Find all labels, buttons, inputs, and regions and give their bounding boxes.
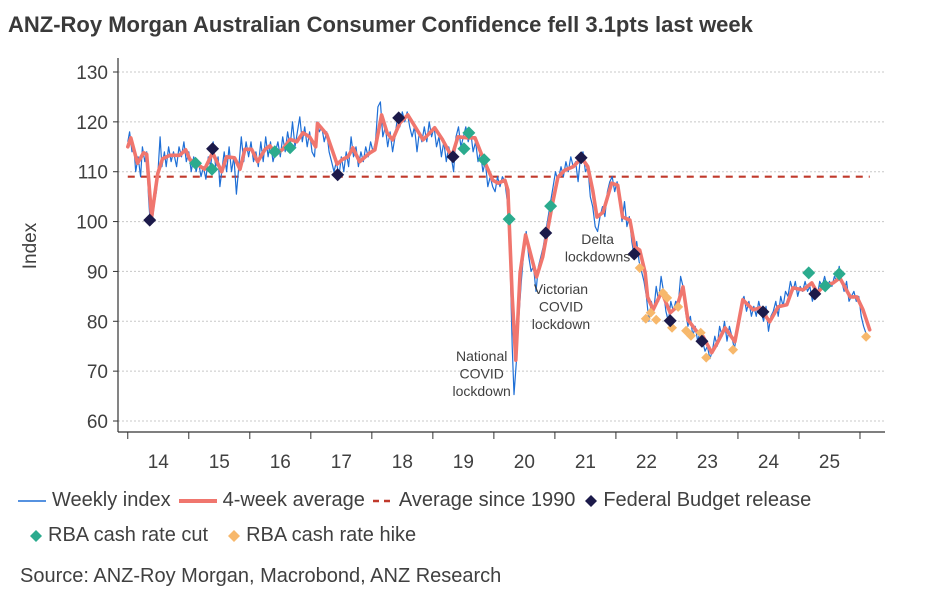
federal-budget-marker [574, 151, 588, 165]
legend-label: Federal Budget release [603, 489, 812, 511]
rba-hike-marker [662, 292, 673, 303]
4-week-average-line [126, 113, 872, 363]
rba-hike-marker [673, 301, 684, 312]
rba-hike-marker [640, 313, 651, 324]
federal-budget-marker [539, 226, 553, 240]
legend-label: Average since 1990 [398, 489, 576, 511]
x-tick-label: 15 [209, 452, 230, 473]
rba-cut-marker [268, 145, 282, 159]
event-markers [143, 111, 872, 363]
rba-hike-marker [701, 352, 712, 363]
y-tick-label: 80 [87, 312, 108, 333]
federal-budget-marker [143, 213, 157, 227]
legend-avg-line-icon [178, 498, 217, 503]
legend-label: RBA cash rate cut [48, 524, 209, 546]
y-tick-label: 90 [87, 262, 108, 283]
rba-hike-marker [634, 262, 645, 273]
rba-cut-marker [462, 126, 476, 140]
federal-budget-marker [663, 314, 677, 328]
annotation-line: National [456, 348, 507, 364]
x-tick-label: 23 [697, 452, 718, 473]
rba-cut-marker [832, 267, 846, 281]
axes: 60 70 80 90 100 110 120 130 14 15 16 17 18 19 20 21 22 23… [76, 58, 885, 473]
rba-hike-marker [685, 330, 696, 341]
y-tick-label: 70 [87, 362, 108, 383]
source-note: Source: ANZ-Roy Morgan, Macrobond, ANZ R… [20, 565, 502, 587]
rba-cut-marker [818, 279, 832, 293]
x-tick-label: 21 [575, 452, 596, 473]
y-tick-label: 130 [76, 63, 108, 84]
rba-cut-marker [477, 153, 491, 167]
legend-federal-budget: Federal Budget release [583, 489, 811, 512]
rba-cut-marker [205, 162, 219, 176]
federal-budget-marker [808, 287, 822, 301]
annotation-label: Victorian COVID lockdown [532, 281, 590, 332]
annotation-line: Victorian [534, 281, 588, 297]
legend-weekly-line-icon [18, 499, 46, 502]
legend-4-week-average: 4-week average [178, 489, 365, 512]
rba-cut-marker [502, 212, 516, 226]
federal-budget-marker [756, 305, 770, 319]
y-tick-label: 60 [87, 412, 108, 433]
rba-hike-marker [861, 331, 872, 342]
annotation-line: lockdowns [565, 249, 630, 265]
legend-rba-cut: RBA cash rate cut [28, 524, 208, 547]
rba-cut-marker [283, 141, 297, 155]
x-tick-label: 14 [148, 452, 170, 473]
legend-average-since-1990: Average since 1990 [372, 489, 576, 512]
legend-row-2: RBA cash rate cut RBA cash rate hike [28, 524, 424, 547]
x-tick-label: 18 [392, 452, 413, 473]
annotation-line: lockdown [532, 316, 590, 332]
rba-hike-marker [645, 307, 656, 318]
legend-label: RBA cash rate hike [246, 524, 417, 546]
federal-budget-marker [331, 168, 345, 182]
rba-hike-marker [728, 344, 739, 355]
annotation-line: COVID [539, 298, 583, 314]
x-tick-label: 19 [453, 452, 474, 473]
legend-orange-diamond-icon [228, 529, 241, 542]
annotation-label: Delta lockdowns [565, 231, 630, 265]
legend-row-1: Weekly index 4-week average Average sinc… [18, 489, 819, 512]
x-tick-label: 22 [636, 452, 657, 473]
federal-budget-marker [392, 111, 406, 125]
rba-cut-marker [544, 199, 558, 213]
rba-cut-marker [802, 266, 816, 280]
legend-label: Weekly index [52, 489, 171, 511]
rba-hike-marker [651, 314, 662, 325]
legend-navy-diamond-icon [585, 494, 598, 507]
annotation-label: National COVID lockdown [452, 348, 510, 399]
x-tick-label: 17 [331, 452, 352, 473]
federal-budget-marker [446, 150, 460, 164]
legend-green-diamond-icon [30, 529, 42, 542]
x-tick-label: 25 [819, 452, 840, 473]
legend-label: 4-week average [222, 489, 365, 511]
x-tick-label: 24 [758, 452, 780, 473]
x-tick-label: 16 [270, 452, 291, 473]
federal-budget-marker [695, 334, 709, 348]
series-lines [126, 101, 872, 396]
y-tick-label: 120 [76, 113, 108, 134]
annotation-line: COVID [459, 366, 503, 382]
annotation-line: Delta [581, 231, 614, 247]
x-tick-label: 20 [514, 452, 535, 473]
rba-cut-marker [457, 142, 471, 156]
y-tick-label: 110 [78, 163, 108, 184]
chart-title: ANZ-Roy Morgan Australian Consumer Confi… [8, 12, 753, 37]
rba-hike-marker [695, 327, 706, 338]
y-tick-label: 100 [76, 213, 108, 234]
legend-weekly-index: Weekly index [18, 489, 171, 512]
legend-dashed-line-icon [372, 499, 393, 502]
y-axis-label: Index [20, 222, 41, 269]
federal-budget-marker [206, 142, 220, 156]
rba-cut-marker [188, 156, 202, 170]
annotation-line: lockdown [452, 383, 510, 399]
legend-rba-hike: RBA cash rate hike [226, 524, 416, 547]
federal-budget-marker [627, 247, 641, 261]
